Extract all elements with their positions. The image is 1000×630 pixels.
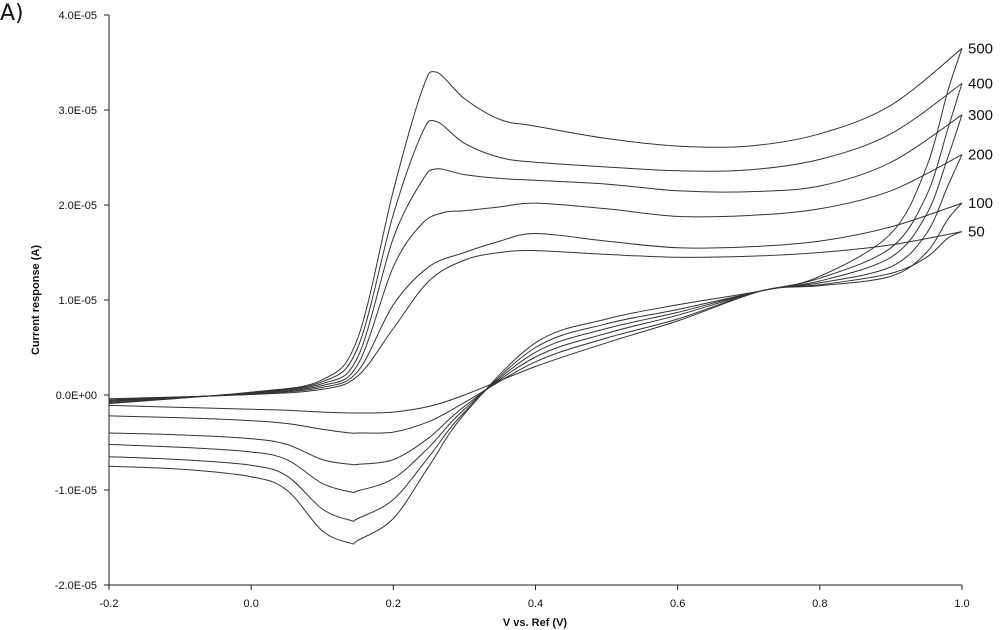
reverse-scan-line — [108, 48, 963, 545]
x-tick-label: -0.2 — [100, 598, 119, 610]
x-tick-label: 0.6 — [670, 598, 685, 610]
series-500 — [108, 47, 963, 545]
y-tick-label: 0.0E+00 — [56, 390, 97, 402]
forward-scan-line — [108, 202, 963, 401]
reverse-scan-line — [108, 114, 963, 494]
series-200 — [108, 154, 963, 466]
series-50 — [108, 231, 963, 414]
y-tick-label: 1.0E-05 — [58, 295, 97, 307]
x-tick-label: 0.0 — [244, 598, 259, 610]
y-tick-label: -2.0E-05 — [55, 580, 97, 592]
series-label: 400 — [968, 75, 993, 92]
forward-scan-line — [108, 82, 963, 404]
panel-label: A) — [0, 1, 24, 26]
y-tick-label: 2.0E-05 — [58, 200, 97, 212]
x-ticks: -0.2 0.0 0.2 0.4 0.6 0.8 1.0 — [100, 585, 970, 610]
forward-scan-line — [108, 47, 963, 405]
series-300 — [108, 114, 963, 494]
series-100 — [108, 202, 963, 434]
y-tick-label: -1.0E-05 — [55, 485, 97, 497]
series-label: 50 — [968, 224, 985, 241]
series-label: 200 — [968, 147, 993, 164]
y-ticks: -2.0E-05 -1.0E-05 0.0E+00 1.0E-05 2.0E-05 3.0… — [55, 10, 109, 592]
series-label: 300 — [968, 107, 993, 124]
x-tick-label: 0.2 — [386, 598, 401, 610]
x-tick-label: 1.0 — [954, 598, 969, 610]
data-curves — [108, 47, 963, 545]
y-tick-label: 3.0E-05 — [58, 105, 97, 117]
axes — [108, 15, 962, 586]
y-tick-label: 4.0E-05 — [58, 10, 97, 22]
y-axis-title: Current response (A) — [30, 245, 42, 355]
reverse-scan-line — [108, 202, 963, 434]
forward-scan-line — [108, 154, 963, 402]
series-label: 100 — [968, 195, 993, 212]
reverse-scan-line — [108, 83, 963, 522]
x-tick-label: 0.4 — [528, 598, 543, 610]
series-labels: 500 400 300 200 100 50 — [968, 40, 993, 240]
forward-scan-line — [108, 114, 963, 403]
reverse-scan-line — [108, 154, 963, 466]
x-tick-label: 0.8 — [812, 598, 827, 610]
series-label: 500 — [968, 40, 993, 57]
x-axis-title: V vs. Ref (V) — [503, 617, 568, 629]
series-400 — [108, 82, 963, 522]
reverse-scan-line — [108, 231, 963, 414]
forward-scan-line — [108, 231, 963, 400]
